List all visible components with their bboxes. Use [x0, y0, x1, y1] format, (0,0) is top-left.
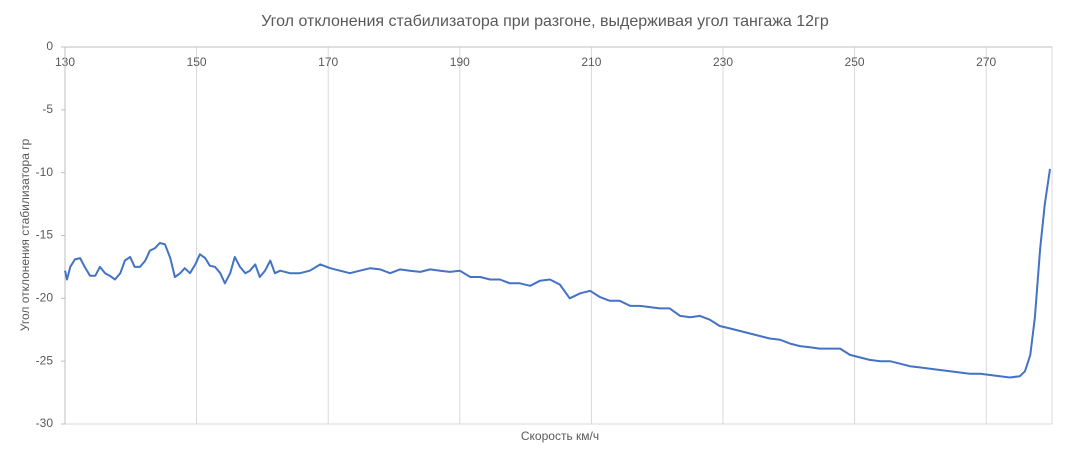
y-tick-label: -5	[42, 102, 53, 116]
x-tick-label: 150	[187, 55, 207, 69]
chart-title: Угол отклонения стабилизатора при разгон…	[261, 13, 829, 30]
y-tick-label: -15	[36, 228, 54, 242]
y-axis-label: Угол отклонения стабилизатора гр	[18, 138, 32, 331]
y-tick-label: -20	[36, 291, 54, 305]
y-tick-label: -10	[36, 165, 54, 179]
x-tick-label: 170	[318, 55, 338, 69]
x-tick-label: 230	[713, 55, 733, 69]
y-tick-label: 0	[46, 39, 53, 53]
x-tick-label: 250	[845, 55, 865, 69]
data-line	[64, 168, 1051, 379]
plot-frame	[64, 46, 1053, 425]
y-tick-label: -25	[36, 353, 54, 367]
x-axis-label: Скорость км/ч	[521, 429, 599, 443]
x-tick-label: 190	[450, 55, 470, 69]
x-tick-label: 210	[581, 55, 601, 69]
x-tick-label: 270	[976, 55, 996, 69]
y-tick-label: -30	[36, 416, 54, 430]
